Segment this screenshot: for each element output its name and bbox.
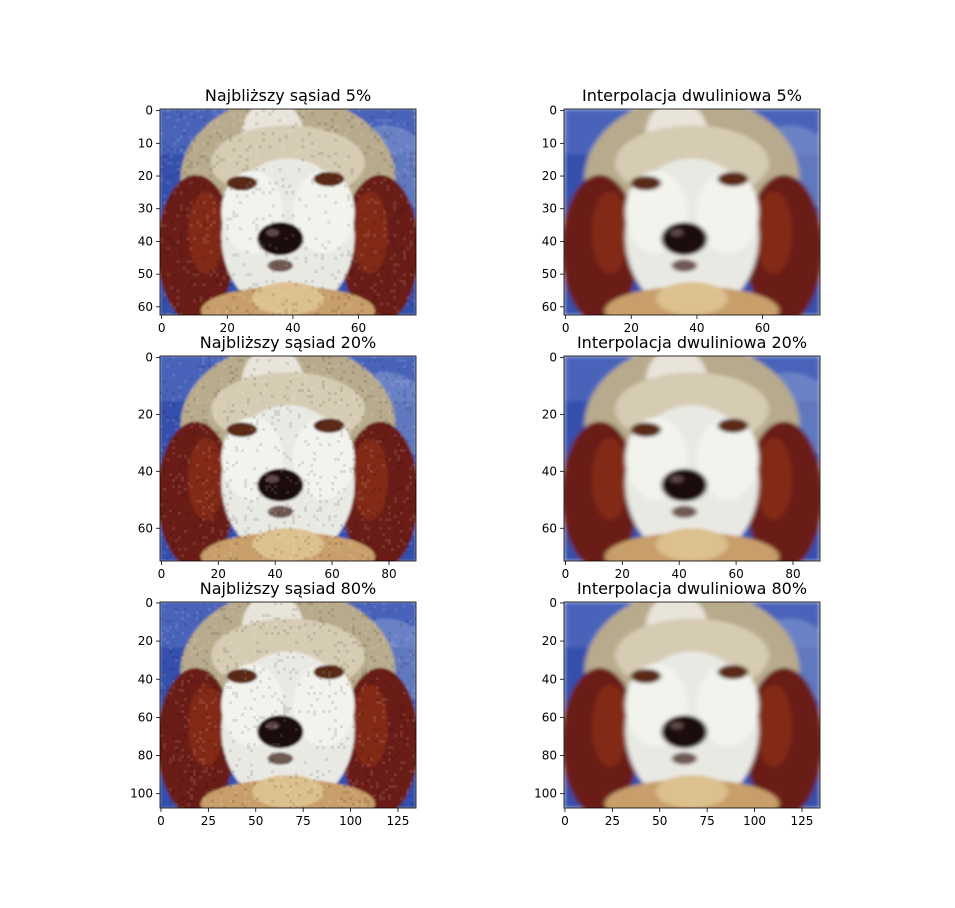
x-tick-label: 20 [211, 567, 226, 581]
y-tick-label: 20 [138, 634, 153, 648]
axes-frame [563, 601, 821, 809]
y-tick-label: 100 [534, 787, 557, 801]
y-tick-label: 80 [542, 749, 557, 763]
axes-frame [563, 108, 821, 316]
panel-6: Interpolacja dwuliniowa 80% 0 25 50 75 100 125… [534, 579, 821, 828]
x-tick-label: 125 [387, 814, 410, 828]
y-tick-label: 20 [542, 634, 557, 648]
panel-title: Najbliższy sąsiad 20% [200, 333, 376, 352]
x-tick-label: 60 [324, 567, 339, 581]
y-tick-label: 0 [145, 104, 153, 118]
x-tick-label: 0 [562, 321, 570, 335]
dog-image [564, 356, 820, 561]
panel-title: Interpolacja dwuliniowa 5% [582, 86, 802, 105]
axes-frame [159, 108, 417, 316]
panel-3: Najbliższy sąsiad 20% 0 20 40 60 80 0 20 40 60 [138, 333, 417, 581]
y-tick-label: 0 [145, 596, 153, 610]
x-tick-label: 25 [201, 814, 216, 828]
x-tick-label: 25 [605, 814, 620, 828]
x-tick-label: 75 [700, 814, 715, 828]
y-tick-label: 60 [138, 710, 153, 724]
y-tick-label: 60 [542, 300, 557, 314]
y-tick-label: 40 [542, 234, 557, 248]
panel-4: Interpolacja dwuliniowa 20% 0 20 40 60 80 0 20 4… [542, 333, 821, 581]
panel-5: Najbliższy sąsiad 80% 0 25 50 75 100 125 0 20 40 6… [130, 579, 417, 828]
axes-frame [563, 355, 821, 562]
y-tick-label: 60 [542, 710, 557, 724]
y-tick-label: 40 [138, 234, 153, 248]
y-tick-label: 40 [138, 672, 153, 686]
y-tick-label: 0 [145, 350, 153, 364]
y-tick-label: 60 [138, 521, 153, 535]
y-tick-label: 80 [138, 749, 153, 763]
y-tick-label: 40 [138, 464, 153, 478]
axes-frame [159, 601, 417, 809]
panel-title: Najbliższy sąsiad 80% [200, 579, 376, 598]
y-tick-label: 20 [138, 407, 153, 421]
x-tick-label: 60 [755, 321, 770, 335]
panel-title: Interpolacja dwuliniowa 80% [577, 579, 807, 598]
x-tick-label: 60 [728, 567, 743, 581]
dog-image [564, 602, 820, 808]
x-tick-label: 50 [248, 814, 263, 828]
y-tick-label: 20 [138, 169, 153, 183]
x-tick-label: 75 [296, 814, 311, 828]
x-tick-label: 80 [381, 567, 396, 581]
x-tick-label: 0 [562, 567, 570, 581]
dog-image [160, 356, 416, 561]
x-tick-label: 0 [158, 567, 166, 581]
y-tick-label: 40 [542, 672, 557, 686]
y-tick-label: 30 [138, 202, 153, 216]
y-tick-label: 0 [549, 104, 557, 118]
x-tick-label: 20 [220, 321, 235, 335]
x-tick-label: 100 [743, 814, 766, 828]
x-tick-label: 80 [785, 567, 800, 581]
y-tick-label: 20 [542, 169, 557, 183]
y-tick-label: 20 [542, 407, 557, 421]
x-tick-label: 20 [615, 567, 630, 581]
x-tick-label: 0 [561, 814, 569, 828]
x-tick-label: 60 [351, 321, 366, 335]
x-tick-label: 20 [624, 321, 639, 335]
y-tick-label: 10 [138, 136, 153, 150]
y-tick-label: 50 [138, 267, 153, 281]
x-tick-label: 40 [268, 567, 283, 581]
panel-title: Najbliższy sąsiad 5% [205, 86, 371, 105]
dog-image [160, 109, 416, 315]
panel-2: Interpolacja dwuliniowa 5% 0 20 40 60 0 10 20 30… [542, 86, 821, 335]
y-tick-label: 0 [549, 350, 557, 364]
y-tick-label: 30 [542, 202, 557, 216]
x-tick-label: 40 [672, 567, 687, 581]
x-tick-label: 0 [158, 321, 166, 335]
dog-image [564, 109, 820, 315]
dog-image [160, 602, 416, 808]
panel-title: Interpolacja dwuliniowa 20% [577, 333, 807, 352]
x-tick-label: 100 [339, 814, 362, 828]
y-tick-label: 10 [542, 136, 557, 150]
axes-frame [159, 355, 417, 562]
y-tick-label: 100 [130, 787, 153, 801]
y-tick-label: 0 [549, 596, 557, 610]
panel-1: Najbliższy sąsiad 5% 0 20 40 60 0 10 20 30 40 50 60 [138, 86, 417, 335]
x-tick-label: 40 [689, 321, 704, 335]
y-tick-label: 60 [138, 300, 153, 314]
x-tick-label: 125 [791, 814, 814, 828]
y-tick-label: 40 [542, 464, 557, 478]
x-tick-label: 0 [157, 814, 165, 828]
y-tick-label: 50 [542, 267, 557, 281]
x-tick-label: 40 [285, 321, 300, 335]
x-tick-label: 50 [652, 814, 667, 828]
y-tick-label: 60 [542, 521, 557, 535]
